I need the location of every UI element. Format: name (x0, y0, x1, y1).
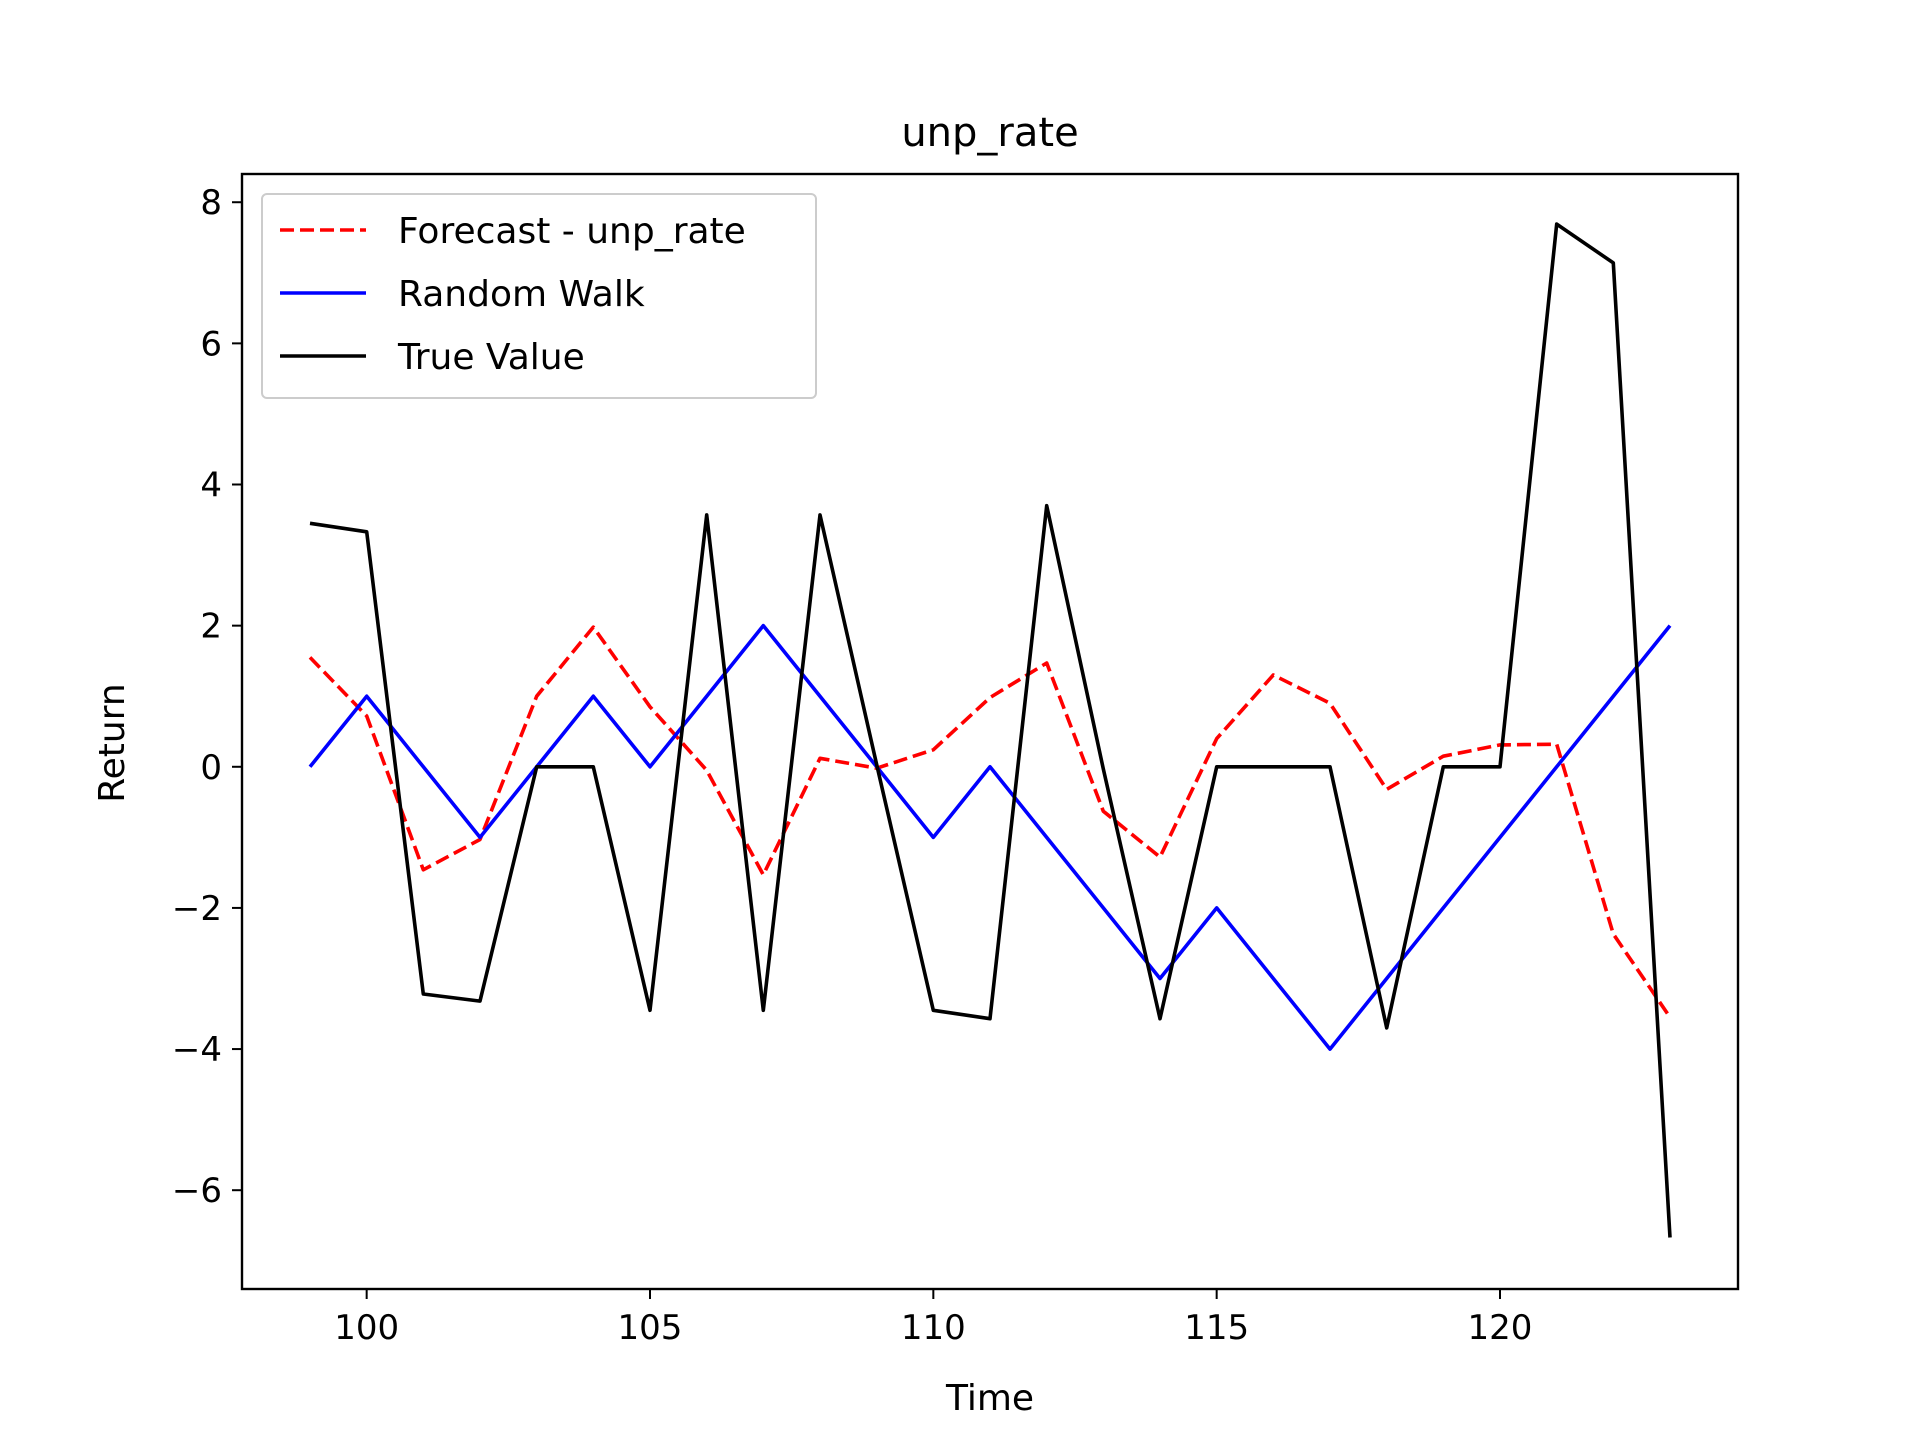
x-tick-label: 105 (618, 1308, 683, 1348)
y-axis-label: Return (92, 683, 133, 802)
y-tick-label: −6 (172, 1171, 222, 1211)
x-tick-label: 100 (334, 1308, 399, 1348)
x-tick-label: 120 (1468, 1308, 1533, 1348)
x-axis-label: Time (945, 1378, 1034, 1419)
legend-label: Random Walk (398, 274, 645, 315)
y-tick-label: 4 (200, 466, 222, 506)
x-tick-label: 115 (1184, 1308, 1249, 1348)
chart-title: unp_rate (901, 110, 1078, 156)
legend: Forecast - unp_rate Random Walk True Value (261, 193, 817, 399)
y-tick-label: −4 (172, 1030, 222, 1070)
series-line-true-value (309, 222, 1672, 1238)
plot-area: 100 105 110 115 120 −6 −4 −2 0 2 4 6 8 (172, 183, 1672, 1348)
y-tick-label: 6 (200, 324, 222, 364)
legend-label: Forecast - unp_rate (398, 211, 746, 252)
y-tick-label: −2 (172, 889, 222, 929)
y-tick-label: 0 (200, 748, 222, 788)
x-tick-label: 110 (901, 1308, 966, 1348)
y-tick-label: 2 (200, 607, 222, 647)
axes-frame (240, 172, 1740, 1291)
series-line-forecast-unp-rate (308, 625, 1672, 1019)
legend-box (261, 193, 817, 399)
y-tick-label: 8 (200, 183, 222, 223)
legend-label: True Value (397, 337, 585, 378)
